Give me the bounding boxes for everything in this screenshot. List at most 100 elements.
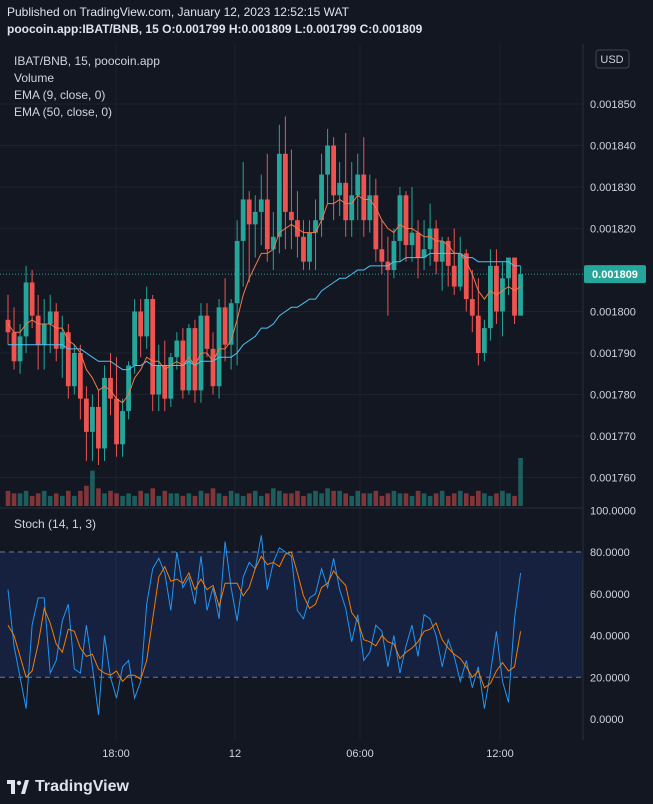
stoch-axis[interactable]: 100.0000 80.0000 60.0000 40.0000 20.0000 0.00… [590,505,636,726]
volume-bar [126,493,131,506]
volume-bar [192,495,198,506]
candle-body [114,398,119,445]
stoch-band [0,552,583,678]
publish-info: Published on TradingView.com, January 12… [7,5,349,19]
volume-bar [144,493,149,506]
candle-body [23,282,29,337]
legend-volume: Volume [14,71,54,85]
volume-bar [337,490,342,506]
brand-name: TradingView [35,778,129,795]
volume-bar [234,493,240,506]
price-axis[interactable]: 0.0018500.0018400.0018300.0018200.001810… [590,99,636,485]
candle-body [512,257,517,316]
volume-bar [421,493,427,506]
candle-body [150,299,156,395]
legend-ema50: EMA (50, close, 0) [14,105,112,119]
candle-body [17,336,23,362]
candle-body [162,365,168,399]
currency-label: USD [600,54,623,66]
time-tick-label: 12:00 [486,748,514,760]
volume-bar [385,493,391,506]
volume-bar [439,490,445,506]
volume-bar [102,493,107,506]
currency-button[interactable]: USD [595,49,630,69]
volume-bar [463,493,469,506]
candle-body [457,253,463,287]
candle-body [397,195,403,241]
volume-bar [409,495,415,506]
candle-body [144,299,150,337]
last-price-marker: 0.001809 [0,265,646,284]
candle-body [216,307,222,387]
volume-bar [156,495,162,506]
candle-body [475,315,481,353]
stoch-tick-label: 40.0000 [590,631,630,643]
candle-body [156,365,162,395]
volume-bar [222,495,228,506]
candle-body [258,199,264,212]
candle-body [313,220,318,233]
volume-bar [319,493,324,506]
volume-bar [216,493,222,506]
candle-body [222,307,228,345]
candle-body [11,332,17,362]
chart-area[interactable]: 0.0018500.0018400.0018300.0018200.001810… [0,44,653,764]
volume-bar [445,495,451,506]
candle-body [47,311,53,324]
stoch-tick-label: 60.0000 [590,589,630,601]
volume-bar [72,495,77,506]
volume-bar [277,490,282,506]
candle-body [96,406,101,449]
candle-body [120,411,125,445]
candle-body [349,195,355,221]
time-tick-label: 18:00 [102,748,130,760]
candle-body [210,348,216,387]
candle-body [391,240,397,270]
volume-bar [168,493,174,506]
candle-body [59,332,65,349]
candle-body [409,232,415,246]
volume-bar [5,490,11,506]
candle-body [270,236,276,250]
volume-bar [367,493,373,506]
volume-bar [355,490,361,506]
volume-bar [162,490,168,506]
candle-body [29,282,35,316]
volume-bar [289,493,294,506]
time-axis[interactable]: 18:00 12 06:00 12:00 [102,748,514,760]
candle-body [301,236,306,262]
candle-body [90,406,95,432]
candle-body [469,299,475,316]
candle-body [252,211,258,225]
candle-body [168,357,174,399]
legend-stoch: Stoch (14, 1, 3) [14,517,96,531]
volume-bar [271,488,276,506]
candle-body [186,328,192,391]
stoch-tick-label: 0.0000 [590,714,624,726]
tradingview-logo-icon [7,780,29,794]
brand-footer[interactable]: TradingView [7,778,129,796]
candle-body [463,253,469,300]
candle-body [108,377,113,399]
candle-body [83,398,89,432]
candle-body [307,232,312,262]
volume-bar [174,493,180,506]
candle-body [289,211,294,221]
volume-bar [295,490,300,506]
volume-bar [307,493,312,506]
price-tick-label: 0.001840 [590,141,636,153]
volume-bar [114,493,119,506]
volume-bar [331,490,336,506]
volume-bar [301,495,306,506]
candle-body [234,240,240,304]
candles[interactable] [5,116,523,466]
candle-body [5,319,11,333]
candle-body [138,311,144,337]
volume-bar [186,493,192,506]
volume-bar [457,490,463,506]
candle-body [65,332,71,387]
volume-bar [78,490,83,506]
candle-body [240,199,246,241]
candle-body [379,249,385,262]
candle-body [132,311,138,366]
